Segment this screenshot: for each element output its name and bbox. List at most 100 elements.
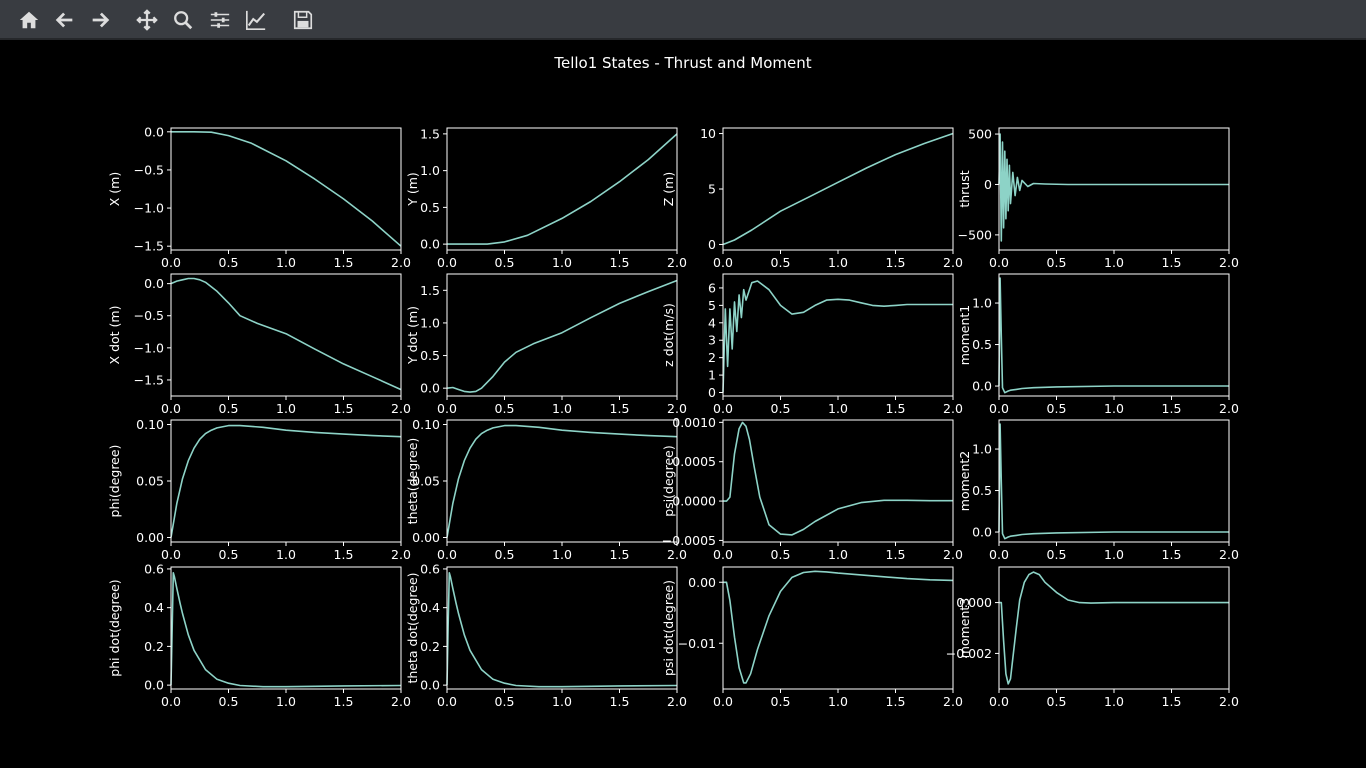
x-tick-label: 0.0: [713, 694, 733, 709]
figure-canvas: Tello1 States - Thrust and Moment 0.0 0.5…: [107, 54, 1239, 709]
x-tick-label: 0.0: [713, 401, 733, 416]
x-tick-label: 2.0: [1219, 694, 1239, 709]
pan-button[interactable]: [133, 6, 161, 34]
y-tick-label: −1.5: [134, 239, 164, 254]
x-tick-label: 0.0: [437, 255, 457, 270]
x-tick-label: 2.0: [943, 547, 963, 562]
home-button[interactable]: [15, 6, 43, 34]
series-line: [171, 131, 402, 247]
x-tick-label: 1.5: [886, 255, 906, 270]
y-axis-label: moment2: [957, 451, 972, 511]
y-tick-label: −500: [958, 227, 992, 242]
x-tick-label: 1.0: [552, 694, 572, 709]
x-tick-label: 0.5: [1047, 694, 1067, 709]
x-tick-label: 1.0: [828, 694, 848, 709]
y-tick-label: 5: [708, 298, 716, 313]
x-tick-label: 0.5: [219, 547, 239, 562]
y-axis-label: X (m): [107, 172, 122, 206]
y-tick-label: 0: [984, 177, 992, 192]
y-tick-label: 0.0: [144, 124, 164, 139]
axes-frame: [170, 127, 402, 251]
y-tick-label: 6: [708, 280, 716, 295]
y-tick-label: 1.0: [972, 442, 992, 457]
series-line: [446, 424, 678, 538]
axes-frame: [170, 273, 402, 397]
y-tick-label: 0.0: [144, 276, 164, 291]
x-tick-label: 2.0: [391, 547, 411, 562]
x-tick-label: 0.5: [1047, 401, 1067, 416]
x-tick-label: 0.5: [219, 401, 239, 416]
x-tick-label: 0.0: [437, 547, 457, 562]
y-axis-label: psi(degree): [661, 445, 676, 516]
axes-frame: [446, 419, 678, 543]
x-tick-label: 2.0: [1219, 401, 1239, 416]
x-tick-label: 0.0: [437, 694, 457, 709]
x-tick-label: 2.0: [943, 694, 963, 709]
series-line: [723, 570, 954, 684]
x-tick-label: 0.5: [1047, 547, 1067, 562]
axes-frame: [170, 419, 402, 543]
y-axis-label: theta dot(degree): [405, 572, 420, 683]
figure-title: Tello1 States - Thrust and Moment: [553, 54, 811, 72]
y-axis-label: Z (m): [661, 172, 676, 206]
x-tick-label: 1.5: [1162, 401, 1182, 416]
y-axis-label: phi(degree): [107, 445, 122, 518]
y-tick-label: 1.0: [420, 315, 440, 330]
axes-frame: [446, 566, 678, 690]
x-tick-label: 2.0: [667, 401, 687, 416]
y-tick-label: 500: [968, 127, 992, 142]
y-tick-label: 0.4: [420, 600, 440, 615]
subplot-6: 0.0 0.5 1.0 1.5 2.00.00.51.01.5Y dot (m): [405, 273, 687, 416]
x-tick-label: 2.0: [391, 255, 411, 270]
y-axis-label: Y dot (m): [405, 306, 420, 365]
forward-button[interactable]: [86, 6, 114, 34]
x-tick-label: 1.0: [552, 401, 572, 416]
y-tick-label: 0.00: [688, 575, 716, 590]
y-tick-label: 0.6: [144, 561, 164, 576]
axes-frame: [722, 273, 954, 397]
axes-button[interactable]: [242, 6, 270, 34]
x-tick-label: 2.0: [391, 694, 411, 709]
axes-frame: [998, 566, 1230, 690]
zoom-button[interactable]: [169, 6, 197, 34]
y-tick-label: 0.00: [136, 530, 164, 545]
y-axis-label: phi dot(degree): [107, 579, 122, 676]
subplot-5: 0.0 0.5 1.0 1.5 2.0 0.0 −0.5 −1.0 −1.5 X dot (m): [107, 273, 411, 416]
x-tick-label: 2.0: [667, 255, 687, 270]
y-tick-label: 0.0005: [672, 454, 716, 469]
x-tick-label: 1.0: [552, 255, 572, 270]
y-tick-label: 0.0: [144, 678, 164, 693]
y-tick-label: 0.2: [144, 639, 164, 654]
series-line: [723, 421, 953, 536]
floppy-icon: [293, 10, 313, 30]
series-line: [170, 572, 402, 688]
y-tick-label: 0.00: [412, 530, 440, 545]
y-tick-label: 2: [708, 350, 716, 365]
x-tick-label: 0.0: [713, 547, 733, 562]
y-tick-label: 0.10: [136, 417, 164, 432]
save-button[interactable]: [289, 6, 317, 34]
y-tick-label: 0.2: [420, 639, 440, 654]
y-tick-label: −0.5: [134, 162, 164, 177]
x-tick-label: 2.0: [1219, 255, 1239, 270]
y-tick-label: 0.5: [420, 200, 440, 215]
x-tick-label: 2.0: [391, 401, 411, 416]
y-tick-label: 1.0: [972, 296, 992, 311]
axes-frame: [998, 273, 1230, 397]
y-tick-label: 0.0: [420, 678, 440, 693]
subplots-button[interactable]: [206, 6, 234, 34]
series-line: [722, 132, 954, 246]
axes-frame: [170, 566, 402, 690]
y-tick-label: −1.5: [134, 372, 164, 387]
x-tick-label: 0.5: [219, 694, 239, 709]
home-icon: [19, 11, 39, 29]
y-tick-label: 0.5: [420, 348, 440, 363]
series-line: [722, 280, 953, 393]
back-button[interactable]: [51, 6, 79, 34]
arrow-left-icon: [55, 12, 73, 28]
y-tick-label: 0.0000: [672, 494, 716, 509]
subplot-11: 0.0 0.5 1.0 1.5 2.0 0.0010 0.0005 0.0000 −0.0005…: [661, 415, 963, 562]
x-tick-label: 0.5: [771, 401, 791, 416]
